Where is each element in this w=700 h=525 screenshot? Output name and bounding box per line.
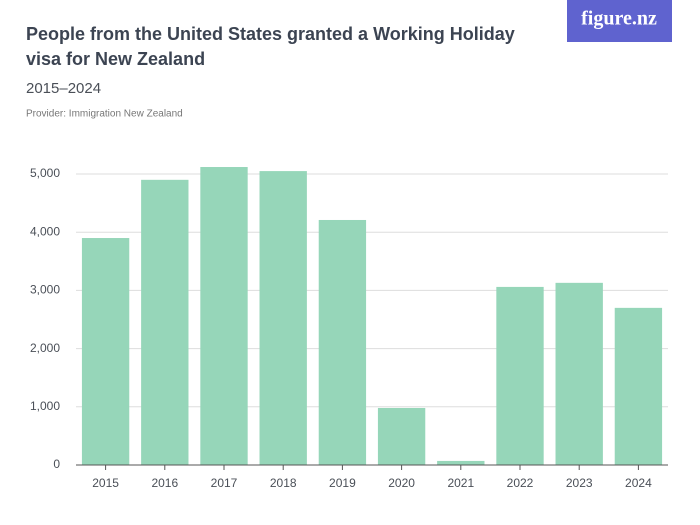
bar xyxy=(377,407,426,465)
bar xyxy=(318,219,367,465)
brand-badge xyxy=(567,0,672,42)
bar xyxy=(141,179,189,465)
y-tick-label: 5,000 xyxy=(30,166,60,180)
y-tick-label: 0 xyxy=(53,457,60,471)
x-tick-label: 2023 xyxy=(566,476,593,490)
x-tick-label: 2024 xyxy=(625,476,652,490)
chart-subtitle: 2015–2024 xyxy=(26,80,101,97)
x-tick-label: 2020 xyxy=(388,476,415,490)
source: Provider: Immigration New Zealand xyxy=(26,109,183,120)
bar xyxy=(200,167,248,466)
y-tick-label: 3,000 xyxy=(30,283,60,297)
y-tick-label: 4,000 xyxy=(30,224,60,238)
bar xyxy=(259,171,307,465)
x-tick-label: 2017 xyxy=(211,476,238,490)
x-tick-label: 2016 xyxy=(151,476,178,490)
x-tick-label: 2022 xyxy=(507,476,534,490)
x-tick-label: 2015 xyxy=(92,476,119,490)
title-box: People from the United States granted a … xyxy=(26,24,515,69)
x-tick-label: 2019 xyxy=(329,476,356,490)
brand: figure.nz xyxy=(581,8,657,30)
bar xyxy=(496,286,544,465)
bar xyxy=(437,460,485,465)
bar xyxy=(614,307,663,465)
y-tick-label: 1,000 xyxy=(30,399,60,413)
y-tick-label: 2,000 xyxy=(30,341,60,355)
chart-title: People from the United States granted a … xyxy=(26,24,515,69)
bar xyxy=(555,282,603,465)
x-tick-label: 2018 xyxy=(270,476,297,490)
bar xyxy=(81,238,130,465)
x-tick-label: 2021 xyxy=(447,476,474,490)
